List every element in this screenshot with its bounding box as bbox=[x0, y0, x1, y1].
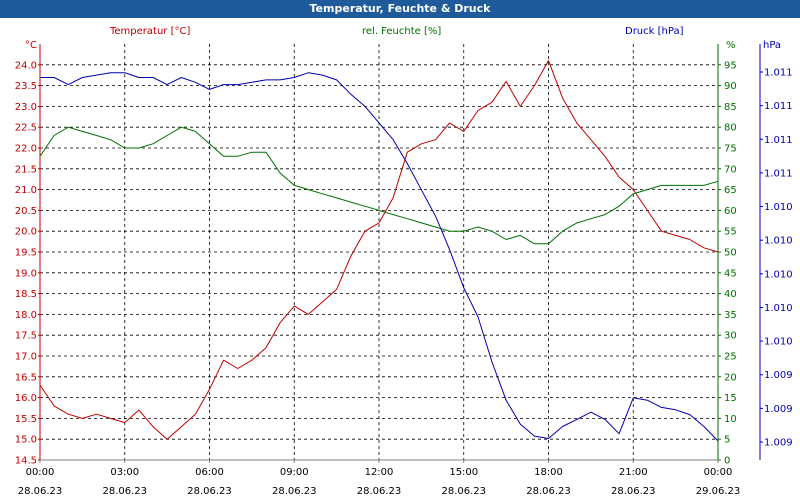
temperature-tick-label: 24.0 bbox=[15, 60, 37, 71]
pressure-tick-label: 1.011 bbox=[764, 101, 793, 112]
x-tick-time-label: 15:00 bbox=[449, 467, 478, 478]
series-lines bbox=[39, 60, 719, 442]
x-tick-time-label: 18:00 bbox=[534, 467, 563, 478]
temperature-tick-label: 18.0 bbox=[15, 310, 37, 321]
pressure-tick-label: 1.011 bbox=[764, 168, 793, 179]
temperature-tick-label: 14.5 bbox=[15, 456, 37, 467]
humidity-tick-label: 5 bbox=[724, 435, 730, 446]
x-tick-time-label: 09:00 bbox=[280, 467, 309, 478]
x-tick-time-label: 00:00 bbox=[26, 467, 55, 478]
temperature-tick-label: 22.5 bbox=[15, 123, 37, 134]
axis-labels: Temperatur [°C] rel. Feuchte [%] Druck [… bbox=[25, 26, 781, 51]
pressure-axis-label: Druck [hPa] bbox=[625, 26, 684, 37]
pressure-tick-label: 1.011 bbox=[764, 135, 793, 146]
temperature-tick-label: 21.0 bbox=[15, 185, 37, 196]
pressure-tick-label: 1.010 bbox=[764, 303, 793, 314]
x-tick-time-label: 06:00 bbox=[195, 467, 224, 478]
humidity-tick-label: 55 bbox=[724, 227, 737, 238]
x-tick-date-label: 28.06.23 bbox=[526, 486, 571, 497]
pressure-tick-label: 1.009 bbox=[764, 404, 793, 415]
temperature-tick-label: 19.0 bbox=[15, 268, 37, 279]
x-tick-time-label: 03:00 bbox=[110, 467, 139, 478]
temperature-tick-label: 20.0 bbox=[15, 227, 37, 238]
temperature-tick-label: 23.5 bbox=[15, 81, 37, 92]
humidity-tick-label: 50 bbox=[724, 248, 737, 259]
humidity-tick-label: 45 bbox=[724, 268, 737, 279]
series-line-temperature bbox=[39, 60, 719, 440]
x-tick-time-label: 12:00 bbox=[365, 467, 394, 478]
x-tick-date-label: 28.06.23 bbox=[441, 486, 486, 497]
grid bbox=[40, 44, 718, 460]
x-tick-date-label: 29.06.23 bbox=[696, 486, 741, 497]
humidity-tick-label: 75 bbox=[724, 144, 737, 155]
x-tick-date-label: 28.06.23 bbox=[272, 486, 317, 497]
humidity-tick-label: 30 bbox=[724, 331, 737, 342]
humidity-tick-label: 10 bbox=[724, 414, 737, 425]
x-tick-date-label: 28.06.23 bbox=[102, 486, 147, 497]
x-tick-date-label: 28.06.23 bbox=[357, 486, 402, 497]
pressure-tick-label: 1.010 bbox=[764, 337, 793, 348]
chart: Temperatur [°C] rel. Feuchte [%] Druck [… bbox=[15, 26, 793, 497]
humidity-tick-label: 25 bbox=[724, 352, 737, 363]
temperature-tick-label: 18.5 bbox=[15, 289, 37, 300]
temperature-unit: °C bbox=[25, 40, 37, 51]
x-tick-time-label: 00:00 bbox=[704, 467, 733, 478]
temperature-tick-label: 19.5 bbox=[15, 248, 37, 259]
humidity-axis-label: rel. Feuchte [%] bbox=[362, 26, 441, 37]
temperature-tick-label: 15.5 bbox=[15, 414, 37, 425]
humidity-tick-label: 65 bbox=[724, 185, 737, 196]
x-tick-time-label: 21:00 bbox=[619, 467, 648, 478]
humidity-tick-label: 60 bbox=[724, 206, 737, 217]
pressure-unit: hPa bbox=[763, 40, 781, 51]
x-tick-date-label: 28.06.23 bbox=[187, 486, 232, 497]
window-title: Temperatur, Feuchte & Druck bbox=[0, 0, 800, 18]
humidity-tick-label: 15 bbox=[724, 393, 737, 404]
temperature-tick-label: 16.0 bbox=[15, 393, 37, 404]
temperature-tick-label: 17.0 bbox=[15, 352, 37, 363]
humidity-tick-label: 80 bbox=[724, 123, 737, 134]
pressure-tick-label: 1.010 bbox=[764, 202, 793, 213]
pressure-tick-label: 1.010 bbox=[764, 269, 793, 280]
pressure-tick-label: 1.009 bbox=[764, 370, 793, 381]
humidity-tick-label: 95 bbox=[724, 60, 737, 71]
temperature-tick-label: 20.5 bbox=[15, 206, 37, 217]
pressure-tick-label: 1.010 bbox=[764, 236, 793, 247]
humidity-tick-label: 0 bbox=[724, 456, 730, 467]
humidity-tick-label: 40 bbox=[724, 289, 737, 300]
humidity-tick-label: 90 bbox=[724, 81, 737, 92]
x-tick-date-label: 28.06.23 bbox=[18, 486, 63, 497]
temperature-tick-label: 16.5 bbox=[15, 372, 37, 383]
humidity-tick-label: 70 bbox=[724, 164, 737, 175]
temperature-tick-label: 17.5 bbox=[15, 331, 37, 342]
temperature-tick-label: 22.0 bbox=[15, 144, 37, 155]
humidity-unit: % bbox=[726, 40, 736, 51]
series-line-humidity bbox=[39, 126, 719, 245]
tick-labels: 24.0 23.5 23.0 22.5 22.0 21.5 21.0 20.5 20.0 19.5… bbox=[15, 60, 793, 497]
humidity-tick-label: 85 bbox=[724, 102, 737, 113]
humidity-tick-label: 35 bbox=[724, 310, 737, 321]
temperature-tick-label: 23.0 bbox=[15, 102, 37, 113]
pressure-tick-label: 1.009 bbox=[764, 438, 793, 449]
pressure-tick-label: 1.011 bbox=[764, 68, 793, 79]
temperature-tick-label: 21.5 bbox=[15, 164, 37, 175]
humidity-tick-label: 20 bbox=[724, 372, 737, 383]
series-line-pressure bbox=[40, 72, 719, 442]
temperature-axis-label: Temperatur [°C] bbox=[109, 26, 190, 37]
temperature-tick-label: 15.0 bbox=[15, 435, 37, 446]
x-tick-date-label: 28.06.23 bbox=[611, 486, 656, 497]
